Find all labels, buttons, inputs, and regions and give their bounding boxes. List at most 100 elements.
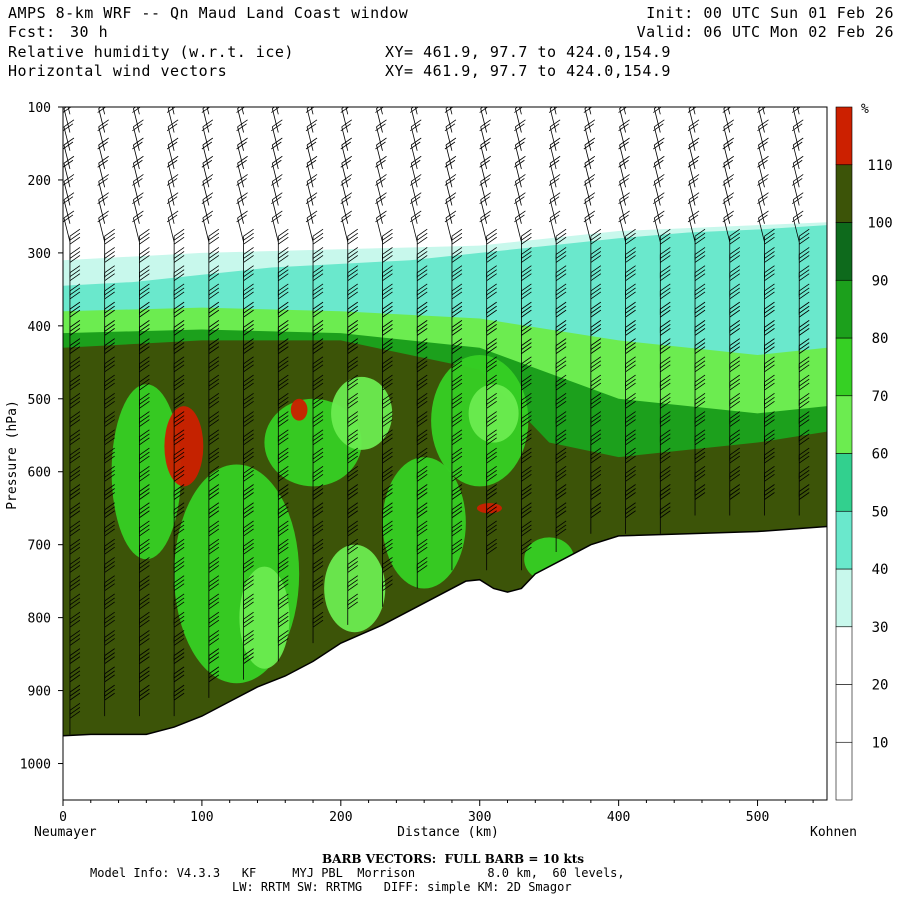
- y-tick-label: 500: [28, 393, 51, 408]
- x-axis-label: Distance (km): [397, 825, 499, 840]
- wind-barb: [653, 174, 665, 206]
- wind-barb: [625, 502, 636, 534]
- wind-barb: [521, 228, 532, 261]
- wind-barb: [548, 137, 561, 170]
- wind-barbs: [63, 107, 810, 735]
- wind-barb: [340, 192, 352, 224]
- wind-barb: [375, 192, 387, 224]
- wind-barb: [486, 538, 497, 571]
- wind-barb: [791, 155, 804, 188]
- wind-barb: [479, 210, 491, 243]
- wind-barb: [97, 174, 109, 206]
- rh-patch-2: [111, 384, 182, 560]
- wind-barb: [444, 174, 457, 206]
- wind-barb: [166, 192, 179, 224]
- wind-barb: [653, 107, 661, 115]
- wind-barb: [618, 192, 630, 224]
- wind-barb: [791, 192, 804, 224]
- wind-barb: [548, 210, 561, 243]
- wind-barb: [521, 538, 532, 571]
- wind-barb: [764, 429, 775, 461]
- wind-barb: [514, 155, 526, 188]
- wind-barb: [687, 192, 700, 224]
- wind-barb: [791, 137, 804, 170]
- wind-barb: [271, 107, 279, 115]
- wind-barb: [409, 155, 422, 188]
- cross-section-coords-2: XY= 461.9, 97.7 to 424.0,154.9: [385, 62, 671, 80]
- wind-barb: [583, 137, 596, 170]
- x-right-station-label: Kohnen: [810, 825, 857, 840]
- wind-barb: [305, 174, 318, 206]
- wind-barb: [237, 107, 244, 115]
- wind-barb: [694, 247, 706, 279]
- wind-barb: [347, 265, 358, 297]
- wind-barb: [479, 174, 491, 206]
- wind-barb: [722, 119, 734, 151]
- wind-barb: [687, 155, 700, 188]
- wind-barb: [382, 538, 393, 571]
- wind-barb: [722, 174, 734, 206]
- terrain-line: [63, 525, 827, 737]
- wind-barb: [486, 247, 497, 279]
- wind-barb: [722, 137, 734, 170]
- wind-barb: [764, 228, 775, 261]
- plot-area: [63, 107, 827, 800]
- wind-barb: [166, 210, 179, 243]
- chart-title: AMPS 8-km WRF -- Qn Maud Land Coast wind…: [8, 4, 409, 22]
- wind-barb: [305, 119, 318, 151]
- colorbar-bin: [835, 222, 853, 281]
- wind-barb: [243, 320, 254, 352]
- wind-barb: [486, 502, 497, 534]
- wind-barb: [451, 247, 463, 279]
- colorbar-bin: [835, 626, 853, 685]
- wind-barb: [659, 502, 671, 534]
- wind-barb: [625, 356, 636, 388]
- y-tick-label: 400: [28, 320, 51, 335]
- wind-barb: [555, 429, 567, 461]
- wind-barb: [271, 137, 283, 170]
- colorbar-bin: [835, 279, 853, 339]
- wind-barb: [444, 210, 457, 243]
- wind-barb: [653, 210, 665, 243]
- colorbar-bin: [835, 684, 853, 743]
- wind-barb: [653, 192, 665, 224]
- wind-barb: [798, 374, 810, 407]
- wind-barb: [138, 392, 150, 425]
- wind-barb: [201, 155, 214, 188]
- x-tick-label: 500: [746, 810, 769, 825]
- wind-barb: [69, 593, 81, 625]
- wind-barb: [382, 228, 393, 261]
- colorbar-label: 70: [872, 389, 889, 405]
- wind-barb: [63, 174, 75, 206]
- wind-barb: [63, 155, 75, 188]
- wind-barb: [243, 465, 254, 498]
- wind-barb: [340, 210, 352, 243]
- wind-barb: [375, 119, 387, 151]
- wind-barb: [416, 557, 428, 589]
- barb-legend: BARB VECTORS: FULL BARB = 10 kts: [322, 852, 585, 866]
- colorbar-bin: [835, 337, 853, 397]
- wind-barb: [548, 119, 561, 151]
- wind-barb: [409, 119, 422, 151]
- wind-barb: [305, 155, 318, 188]
- cross-section-coords-1: XY= 461.9, 97.7 to 424.0,154.9: [385, 43, 671, 61]
- colorbar-label: 110: [867, 158, 892, 174]
- y-tick-label: 900: [28, 685, 51, 700]
- wind-barb: [451, 283, 463, 315]
- wind-barb: [375, 174, 387, 206]
- wind-barb: [653, 119, 665, 151]
- wind-barb: [312, 374, 324, 407]
- wind-barb: [451, 538, 463, 571]
- wind-barb: [305, 192, 318, 224]
- colorbar-bin: [835, 510, 853, 570]
- wind-barb: [618, 210, 630, 243]
- wind-barb: [208, 666, 220, 698]
- wind-barb: [618, 137, 630, 170]
- wind-barb: [166, 119, 179, 151]
- wind-barb: [757, 155, 769, 188]
- y-tick-label: 700: [28, 539, 51, 554]
- valid-time: Valid: 06 UTC Mon 02 Feb 26: [636, 23, 894, 41]
- wind-barb: [514, 192, 526, 224]
- colorbar-label: 100: [867, 216, 892, 232]
